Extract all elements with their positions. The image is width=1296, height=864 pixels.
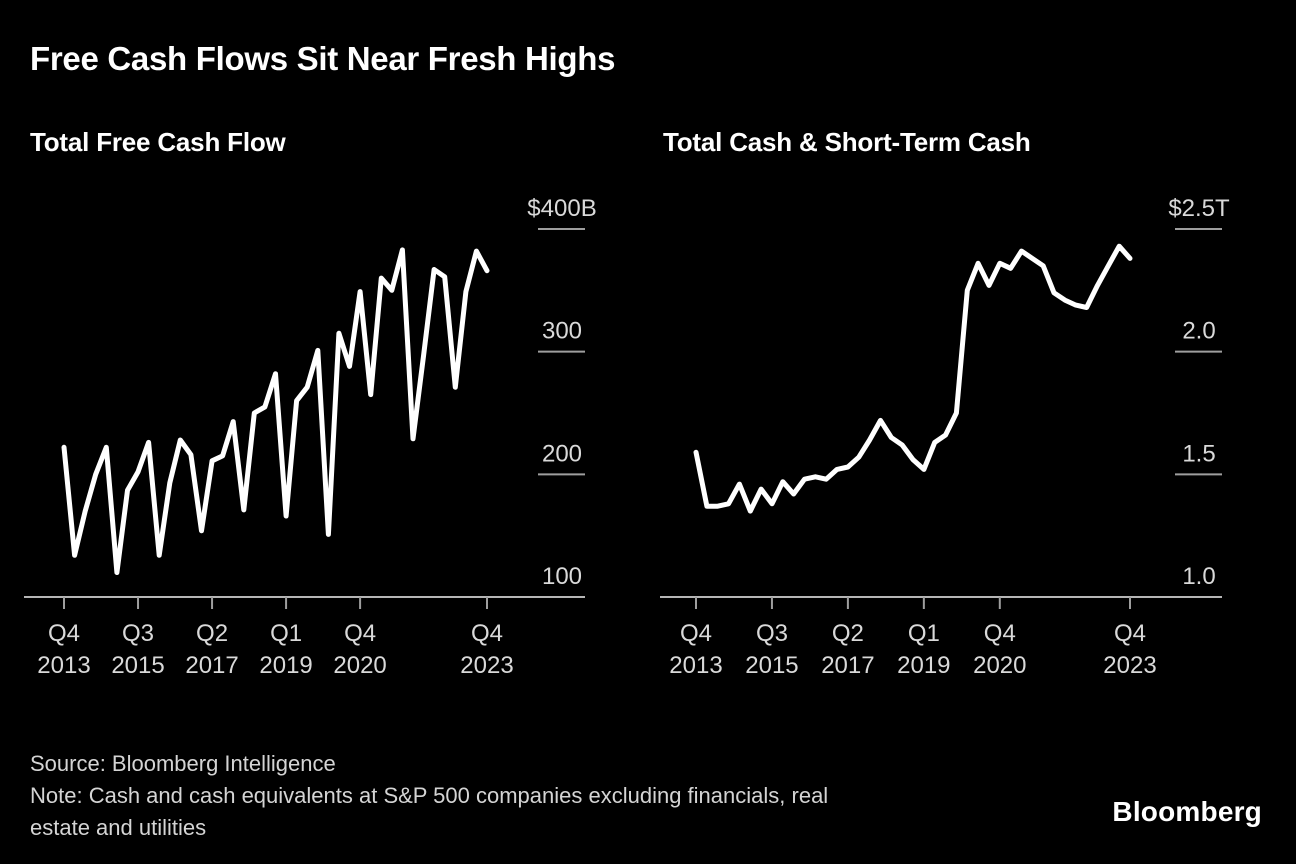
y-tick-label: 2.0 xyxy=(1182,318,1215,345)
x-tick-label-year: 2013 xyxy=(37,652,90,679)
y-tick-label: $2.5T xyxy=(1168,195,1230,222)
note-text-line2: estate and utilities xyxy=(30,815,207,840)
x-tick-label-year: 2023 xyxy=(1103,652,1156,679)
x-tick-label-quarter: Q4 xyxy=(344,620,376,647)
y-tick-label: 1.5 xyxy=(1182,440,1215,467)
x-tick-label-quarter: Q2 xyxy=(832,620,864,647)
note-text-line1: Note: Cash and cash equivalents at S&P 5… xyxy=(30,783,829,808)
x-tick-label-quarter: Q3 xyxy=(122,620,154,647)
x-tick-label-quarter: Q1 xyxy=(270,620,302,647)
total-cash-short-term-chart: $2.5T 2.0 1.5 1.0 Q4 2013 Q3 2015 Q2 2017 Q1 2019 Q4… xyxy=(660,195,1230,679)
x-tick-label-quarter: Q4 xyxy=(680,620,712,647)
x-tick-label-quarter: Q3 xyxy=(756,620,788,647)
x-tick-label-quarter: Q4 xyxy=(471,620,503,647)
x-tick-label-quarter: Q1 xyxy=(908,620,940,647)
x-tick-label-quarter: Q2 xyxy=(196,620,228,647)
x-tick-label-year: 2015 xyxy=(745,652,798,679)
x-tick-label-year: 2019 xyxy=(259,652,312,679)
x-tick-label-quarter: Q4 xyxy=(48,620,80,647)
x-tick-label-quarter: Q4 xyxy=(1114,620,1146,647)
x-tick-label-year: 2020 xyxy=(333,652,386,679)
y-tick-label: 100 xyxy=(542,563,582,590)
data-series-line xyxy=(693,243,1133,514)
x-tick-label-year: 2015 xyxy=(111,652,164,679)
x-tick-label-year: 2019 xyxy=(897,652,950,679)
x-tick-label-quarter: Q4 xyxy=(984,620,1016,647)
footnote-block: Source: Bloomberg Intelligence Note: Cas… xyxy=(30,748,828,844)
y-tick-label: 1.0 xyxy=(1182,563,1215,590)
data-series-line xyxy=(61,247,490,575)
y-tick-label: 300 xyxy=(542,318,582,345)
y-tick-label: 200 xyxy=(542,440,582,467)
page-title: Free Cash Flows Sit Near Fresh Highs xyxy=(30,40,616,77)
x-tick-label-year: 2023 xyxy=(460,652,513,679)
x-tick-label-year: 2020 xyxy=(973,652,1026,679)
left-chart-title: Total Free Cash Flow xyxy=(30,127,286,157)
x-tick-label-year: 2017 xyxy=(821,652,874,679)
source-text: Source: Bloomberg Intelligence xyxy=(30,751,336,776)
x-tick-label-year: 2017 xyxy=(185,652,238,679)
x-tick-label-year: 2013 xyxy=(669,652,722,679)
total-free-cash-flow-chart: $400B 300 200 100 Q4 2013 Q3 2015 Q2 2017 Q1 2019 Q4… xyxy=(24,195,597,679)
right-chart-title: Total Cash & Short-Term Cash xyxy=(663,127,1031,157)
y-tick-label: $400B xyxy=(527,195,596,222)
bloomberg-logo: Bloomberg xyxy=(1112,796,1262,827)
